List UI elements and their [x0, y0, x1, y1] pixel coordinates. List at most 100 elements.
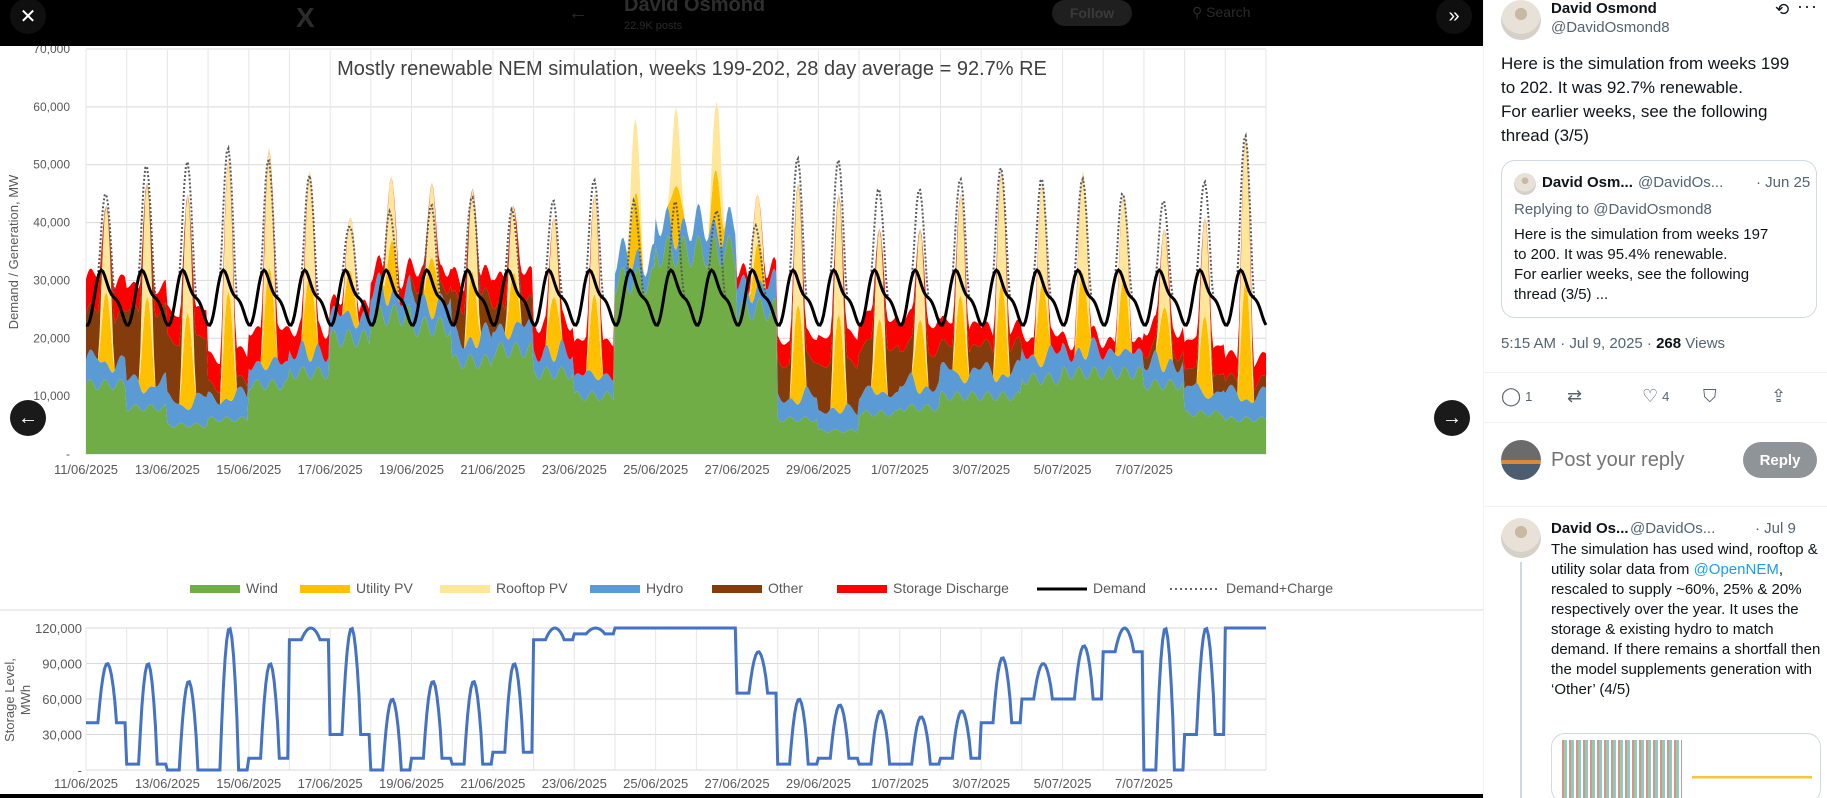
x-tick-label: 5/07/2025 [1034, 462, 1092, 477]
collapse-sidebar-button[interactable]: » [1436, 0, 1472, 34]
background-profile-subtitle: 22.9K posts [624, 20, 683, 32]
x-tick-label: 23/06/2025 [542, 776, 607, 791]
quoted-text: Here is the simulation from weeks 197 to… [1514, 225, 1804, 305]
grok-icon[interactable]: ⟲ [1775, 0, 1790, 19]
legend-label: Storage Discharge [893, 580, 1009, 596]
previous-image-button[interactable]: ← [10, 400, 46, 436]
background-follow-button: Follow [1052, 0, 1132, 26]
views-count: 268 [1656, 335, 1682, 352]
x-tick-label: 29/06/2025 [786, 462, 851, 477]
quoted-replying-to: Replying to @DavidOsmond8 [1514, 201, 1712, 218]
author-handle[interactable]: @DavidOsmond8 [1551, 19, 1670, 36]
thread-author-name[interactable]: David Os... [1551, 520, 1629, 537]
avatar[interactable] [1501, 0, 1541, 40]
thread-text-before: The simulation has used wind, rooftop & … [1551, 541, 1818, 578]
x-tick-label: 13/06/2025 [135, 776, 200, 791]
quoted-text-line: For earlier weeks, see the following [1514, 266, 1750, 283]
close-button[interactable]: ✕ [10, 0, 46, 34]
thread-image-thumbnail[interactable] [1692, 740, 1812, 798]
y-tick-label: 50,000 [33, 158, 70, 172]
reply-button[interactable]: Reply [1743, 442, 1817, 478]
legend-swatch [300, 585, 350, 593]
x-tick-label: 25/06/2025 [623, 776, 688, 791]
like-count: 4 [1662, 389, 1670, 404]
other-area [86, 101, 1266, 416]
storage-level-line [85, 626, 1266, 772]
quoted-post[interactable]: David Osm... @DavidOs... · Jun 25 Replyi… [1501, 160, 1817, 318]
post-image: - 10,000 20,000 30,000 40,000 50,000 60,000 70,… [0, 46, 1483, 794]
share-icon: ⇪ [1771, 386, 1787, 406]
x-tick-label: 19/06/2025 [379, 776, 444, 791]
quoted-author-name: David Osm... [1542, 174, 1633, 191]
repost-action[interactable]: ⇄ [1567, 386, 1586, 407]
bookmark-action[interactable]: ⛉ [1703, 386, 1717, 407]
legend-swatch [837, 585, 887, 593]
y-tick-label: 40,000 [33, 216, 70, 230]
thread-author-handle[interactable]: @DavidOs... [1630, 520, 1716, 537]
post-text-line: Here is the simulation from weeks 199 [1501, 54, 1790, 73]
x-tick-label: 1/07/2025 [871, 462, 929, 477]
thread-image-thumbnail[interactable] [1562, 740, 1682, 798]
reply-action[interactable]: ◯ 1 [1501, 386, 1532, 407]
demand-line [85, 267, 1268, 327]
hydro-area [86, 203, 1266, 433]
x-tick-label: 1/07/2025 [871, 776, 929, 791]
y-tick-label: - [78, 763, 82, 778]
x-tick-label: 17/06/2025 [298, 776, 363, 791]
x-tick-label: 27/06/2025 [704, 462, 769, 477]
more-icon[interactable]: ··· [1797, 0, 1818, 16]
y-tick-label: 30,000 [33, 273, 70, 287]
thread-post[interactable]: David Os... @DavidOs... · Jul 9 The simu… [1501, 518, 1821, 798]
legend-label: Wind [246, 580, 278, 596]
x-tick-label: 23/06/2025 [542, 462, 607, 477]
legend-label: Rooftop PV [496, 580, 568, 596]
charts-image: - 10,000 20,000 30,000 40,000 50,000 60,000 70,… [0, 46, 1483, 791]
viewer-top-bar: X ← David Osmond 22.9K posts Follow ⚲ Se… [0, 0, 1483, 46]
divider [1484, 506, 1827, 507]
y-axis-label: Demand / Generation, MW [6, 174, 21, 329]
next-image-button[interactable]: → [1434, 400, 1470, 436]
y-tick-label: 90,000 [42, 657, 82, 672]
close-icon: ✕ [19, 5, 37, 28]
reply-input[interactable] [1551, 446, 1731, 474]
legend-swatch [712, 585, 762, 593]
legend-swatch [590, 585, 640, 593]
viewer-bottom-edge [0, 794, 1483, 798]
thread-media[interactable] [1551, 733, 1821, 798]
views-label: Views [1681, 335, 1726, 352]
thread-avatar[interactable] [1501, 518, 1541, 558]
legend-label: Demand [1093, 580, 1146, 596]
post-meta: 5:15 AM · Jul 9, 2025 · 268 Views [1501, 335, 1725, 352]
x-tick-label: 11/06/2025 [54, 462, 118, 477]
utility-pv-area [86, 170, 1266, 416]
post-actions: ◯ 1 ⇄ ♡ 4 ⛉ ⇪ [1501, 386, 1811, 410]
quoted-author-handle: @DavidOs... [1638, 174, 1724, 191]
author-name[interactable]: David Osmond [1551, 0, 1657, 17]
x-tick-label: 25/06/2025 [623, 462, 688, 477]
background-search: ⚲ Search [1192, 4, 1251, 20]
reply-count: 1 [1525, 389, 1533, 404]
y-tick-label: 60,000 [42, 692, 82, 707]
post-text-line: For earlier weeks, see the following [1501, 102, 1768, 121]
background-profile-name: David Osmond [624, 0, 766, 16]
thread-text-after: , rescaled to supply ~60%, 25% & 20% res… [1551, 561, 1821, 698]
post-header: David Osmond @DavidOsmond8 ⟲ ··· [1501, 0, 1817, 40]
x-tick-label: 5/07/2025 [1034, 776, 1092, 791]
x-tick-label: 11/06/2025 [54, 776, 118, 791]
x-tick-label: 3/07/2025 [952, 776, 1010, 791]
opennem-link[interactable]: @OpenNEM [1693, 561, 1779, 578]
y-tick-label: 20,000 [33, 331, 70, 345]
thread-date[interactable]: · Jul 9 [1755, 520, 1796, 537]
like-action[interactable]: ♡ 4 [1642, 386, 1669, 407]
post-timestamp[interactable]: 5:15 AM · Jul 9, 2025 · [1501, 335, 1657, 352]
share-action[interactable]: ⇪ [1771, 386, 1786, 407]
quoted-text-line: Here is the simulation from weeks 197 [1514, 226, 1769, 243]
x-tick-label: 7/07/2025 [1115, 776, 1173, 791]
comment-icon: ◯ [1501, 386, 1522, 406]
background-search-placeholder: Search [1206, 4, 1251, 20]
divider [1484, 372, 1827, 373]
bookmark-icon: ⛉ [1703, 386, 1717, 406]
y-tick-label: 120,000 [35, 621, 82, 636]
x-tick-label: 15/06/2025 [216, 776, 281, 791]
x-tick-label: 21/06/2025 [460, 462, 525, 477]
